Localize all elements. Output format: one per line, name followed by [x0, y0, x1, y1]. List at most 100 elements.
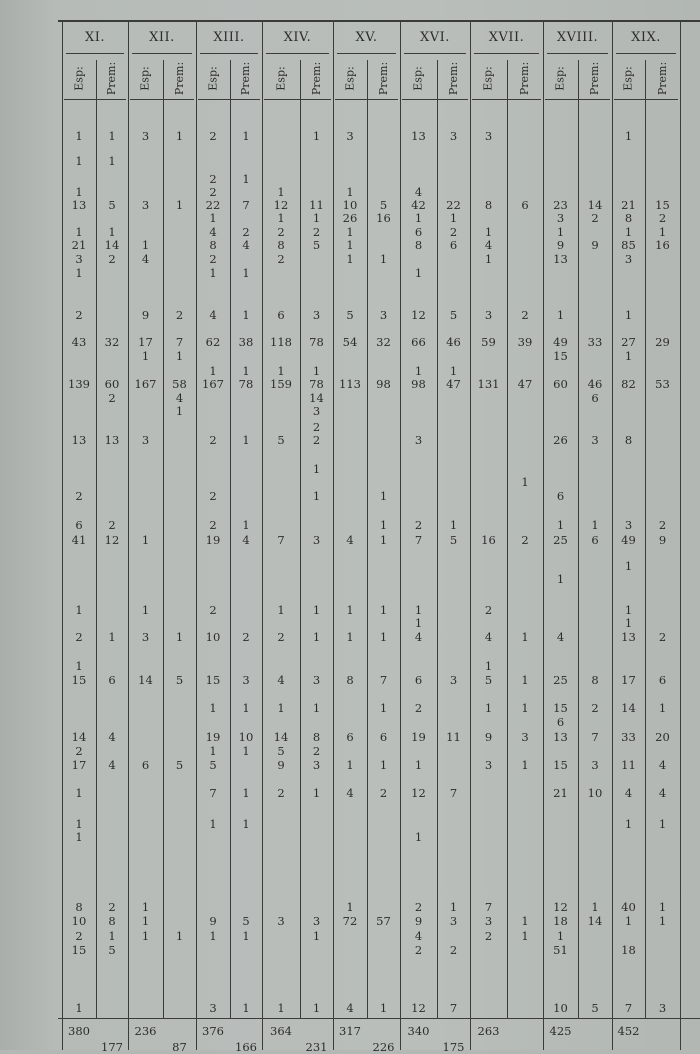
table-cell: 5 [277, 744, 285, 758]
table-cell: 4 [484, 238, 493, 252]
table-cell: 6 [591, 533, 599, 547]
table-cell: 5 [449, 533, 458, 547]
table-cell: 1 [75, 659, 83, 673]
table-cell: 4 [209, 308, 217, 322]
table-cell: 1 [175, 129, 184, 143]
table-cell: 4 [242, 533, 250, 547]
table-cell: 2 [209, 603, 217, 617]
total-prem: 175 [442, 1040, 465, 1054]
table-cell: 2 [521, 308, 529, 322]
table-cell: 8 [414, 238, 423, 252]
group-header: XIX. [631, 30, 661, 45]
table-cell: 12 [104, 533, 120, 547]
table-cell: 1 [624, 308, 633, 322]
table-cell: 13 [553, 252, 568, 266]
table-cell: 59 [481, 335, 496, 349]
table-cell: 5 [449, 308, 458, 322]
table-cell: 1 [484, 659, 493, 673]
table-cell: 1 [75, 266, 83, 280]
table-cell: 1 [521, 929, 529, 943]
table-cell: 1 [209, 364, 217, 378]
table-cell: 82 [621, 377, 636, 391]
table-cell: 1 [556, 308, 565, 322]
table-cell: 1 [312, 929, 321, 943]
group-underline [132, 53, 192, 54]
table-cell: 38 [238, 335, 254, 349]
table-cell: 33 [587, 335, 603, 349]
subheader-label: Esp: [139, 65, 152, 91]
subheader-label: Esp: [622, 65, 635, 91]
table-cell: 2 [449, 943, 458, 957]
table-cell: 2 [521, 533, 529, 547]
table-cell: 4 [346, 533, 354, 547]
total-prem: 177 [101, 1040, 123, 1054]
table-cell: 159 [270, 377, 292, 391]
table-cell: 6 [277, 308, 285, 322]
table-cell: 3 [141, 198, 150, 212]
group-divider [680, 22, 681, 1050]
table-cell: 8 [75, 900, 83, 914]
group-divider [196, 22, 197, 1050]
table-cell: 57 [376, 914, 391, 928]
table-cell: 6 [379, 730, 388, 744]
table-cell: 9 [658, 533, 667, 547]
table-cell: 1 [175, 404, 184, 418]
table-cell: 1 [209, 701, 217, 715]
total-esp: 317 [339, 1024, 361, 1038]
table-cell: 6 [521, 198, 529, 212]
table-cell: 12 [553, 900, 568, 914]
subheader-label: Esp: [206, 65, 220, 91]
table-cell: 5 [277, 433, 285, 447]
table-cell: 1 [312, 462, 321, 476]
table-cell: 1 [591, 900, 599, 914]
table-cell: 2 [209, 172, 217, 186]
table-cell: 25 [553, 533, 568, 547]
subheader-underline [402, 99, 468, 100]
table-cell: 1 [209, 929, 217, 943]
table-cell: 6 [414, 225, 423, 239]
table-cell: 1 [209, 211, 217, 225]
table-cell: 14 [273, 730, 289, 744]
table-cell: 1 [141, 914, 150, 928]
table-cell: 43 [71, 335, 87, 349]
table-cell: 1 [379, 252, 388, 266]
table-cell: 2 [591, 701, 599, 715]
table-cell: 3 [591, 758, 599, 772]
group-divider [400, 22, 401, 1050]
table-cell: 17 [138, 335, 153, 349]
table-cell: 2 [449, 225, 458, 239]
table-cell: 9 [556, 238, 565, 252]
table-cell: 1 [312, 701, 321, 715]
table-cell: 4 [624, 786, 633, 800]
table-cell: 2 [75, 308, 83, 322]
table-cell: 1 [658, 914, 667, 928]
table-cell: 2 [277, 786, 285, 800]
table-cell: 4 [414, 929, 423, 943]
table-cell: 1 [521, 630, 529, 644]
table-cell: 8 [346, 673, 354, 687]
total-esp: 380 [68, 1024, 90, 1038]
table-cell: 1 [141, 900, 150, 914]
table-cell: 1 [624, 603, 633, 617]
prem-header: Prem: [507, 60, 543, 96]
table-cell: 40 [621, 900, 636, 914]
subheader-label: Esp: [72, 65, 86, 91]
table-cell: 1 [141, 349, 150, 363]
table-cell: 4 [175, 391, 184, 405]
table-cell: 2 [312, 744, 321, 758]
group-header: XVI. [420, 30, 450, 45]
table-cell: 3 [449, 673, 458, 687]
table-cell: 1 [242, 518, 250, 532]
table-cell: 8 [591, 673, 599, 687]
table-cell: 1 [484, 225, 493, 239]
table-cell: 11 [446, 730, 461, 744]
table-cell: 1 [312, 603, 321, 617]
table-cell: 1 [624, 349, 633, 363]
table-cell: 78 [309, 377, 324, 391]
table-cell: 1 [175, 349, 184, 363]
table-cell: 46 [446, 335, 461, 349]
table-cell: 3 [414, 433, 423, 447]
total-prem: 226 [372, 1040, 395, 1054]
bottom-rule [58, 1018, 700, 1019]
table-cell: 2 [414, 701, 423, 715]
